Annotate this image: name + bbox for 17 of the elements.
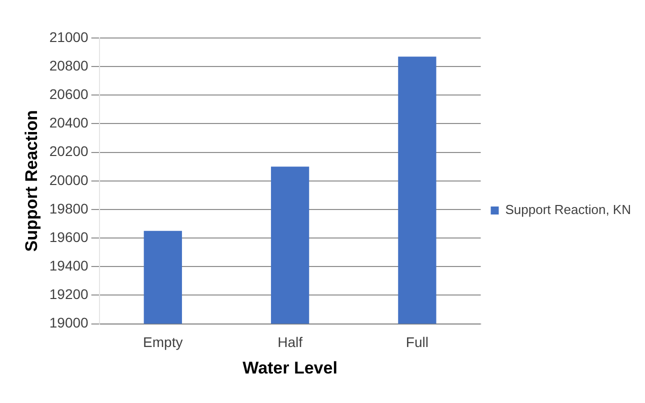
y-tick-label: 20000 [49, 172, 89, 188]
y-tick-label: 21000 [49, 28, 89, 45]
y-tick-label: 19000 [49, 314, 89, 331]
y-axis-title: Support Reaction [22, 110, 41, 252]
x-tick-label: Full [406, 334, 428, 350]
x-axis-title: Water Level [242, 358, 338, 378]
y-tick-label: 19800 [49, 200, 89, 216]
y-tick-label: 19400 [49, 258, 89, 274]
y-tick-label: 20200 [49, 143, 89, 160]
y-tick-label: 19200 [49, 286, 89, 302]
y-tick-label: 20800 [49, 57, 89, 74]
y-tick-label: 20600 [49, 86, 89, 102]
legend-label: Support Reaction, KN [505, 202, 631, 218]
y-tick-label: 19600 [49, 228, 89, 245]
x-tick-label: Empty [143, 334, 183, 350]
y-tick-label: 20400 [49, 114, 89, 131]
x-tick-label: Half [278, 334, 303, 350]
